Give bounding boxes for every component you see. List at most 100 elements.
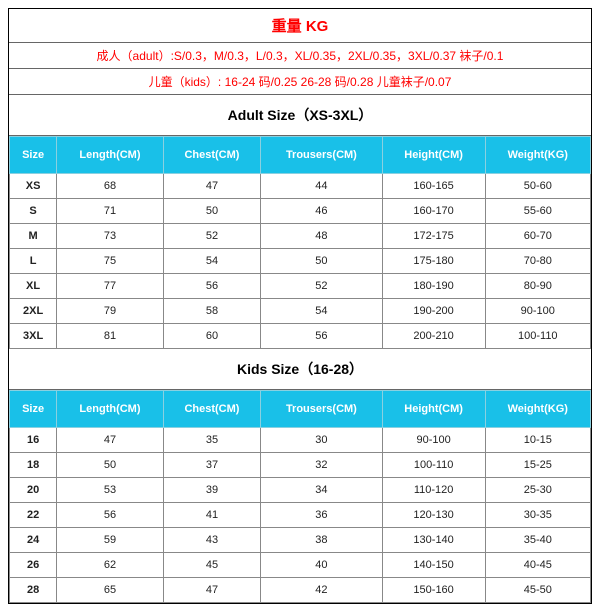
- table-cell: 52: [261, 274, 383, 299]
- table-cell: 56: [261, 324, 383, 349]
- table-cell: 54: [261, 299, 383, 324]
- table-cell: 48: [261, 224, 383, 249]
- table-cell: 190-200: [382, 299, 485, 324]
- adult-section-title: Adult Size（XS-3XL）: [9, 95, 591, 136]
- table-cell: 55-60: [485, 199, 590, 224]
- table-cell: 77: [57, 274, 164, 299]
- table-cell: 42: [261, 578, 383, 603]
- kids-header-row: Size Length(CM) Chest(CM) Trousers(CM) H…: [10, 391, 591, 428]
- col-weight: Weight(KG): [485, 391, 590, 428]
- table-cell: 16: [10, 428, 57, 453]
- table-cell: 50-60: [485, 174, 590, 199]
- table-cell: 47: [163, 578, 260, 603]
- table-cell: 30: [261, 428, 383, 453]
- table-cell: 35-40: [485, 528, 590, 553]
- table-cell: 150-160: [382, 578, 485, 603]
- table-cell: 100-110: [485, 324, 590, 349]
- table-cell: 18: [10, 453, 57, 478]
- table-cell: 50: [57, 453, 164, 478]
- table-cell: XL: [10, 274, 57, 299]
- table-cell: 46: [261, 199, 383, 224]
- table-cell: 110-120: [382, 478, 485, 503]
- table-cell: 43: [163, 528, 260, 553]
- col-trousers: Trousers(CM): [261, 137, 383, 174]
- weight-title: 重量 KG: [9, 9, 591, 43]
- table-cell: 65: [57, 578, 164, 603]
- table-cell: 60: [163, 324, 260, 349]
- table-cell: 28: [10, 578, 57, 603]
- kids-weight-info: 儿童（kids）: 16-24 码/0.25 26-28 码/0.28 儿童袜子…: [9, 69, 591, 95]
- table-cell: 59: [57, 528, 164, 553]
- table-cell: 80-90: [485, 274, 590, 299]
- table-cell: 47: [57, 428, 164, 453]
- table-row: 26624540140-15040-45: [10, 553, 591, 578]
- table-cell: 130-140: [382, 528, 485, 553]
- table-cell: 175-180: [382, 249, 485, 274]
- table-cell: 79: [57, 299, 164, 324]
- table-cell: 53: [57, 478, 164, 503]
- table-cell: 40: [261, 553, 383, 578]
- table-row: 24594338130-14035-40: [10, 528, 591, 553]
- size-chart-container: 重量 KG 成人（adult）:S/0.3，M/0.3，L/0.3，XL/0.3…: [8, 8, 592, 604]
- table-cell: L: [10, 249, 57, 274]
- table-cell: 56: [163, 274, 260, 299]
- table-row: 20533934110-12025-30: [10, 478, 591, 503]
- table-cell: M: [10, 224, 57, 249]
- table-cell: 56: [57, 503, 164, 528]
- table-cell: 36: [261, 503, 383, 528]
- table-cell: 160-170: [382, 199, 485, 224]
- table-cell: 71: [57, 199, 164, 224]
- table-cell: 68: [57, 174, 164, 199]
- table-cell: 2XL: [10, 299, 57, 324]
- table-cell: 35: [163, 428, 260, 453]
- table-cell: 15-25: [485, 453, 590, 478]
- table-cell: 38: [261, 528, 383, 553]
- table-row: 28654742150-16045-50: [10, 578, 591, 603]
- table-cell: 39: [163, 478, 260, 503]
- table-cell: 26: [10, 553, 57, 578]
- table-cell: 34: [261, 478, 383, 503]
- table-cell: 44: [261, 174, 383, 199]
- table-row: 22564136120-13030-35: [10, 503, 591, 528]
- col-length: Length(CM): [57, 137, 164, 174]
- table-cell: 20: [10, 478, 57, 503]
- table-cell: 73: [57, 224, 164, 249]
- table-cell: 62: [57, 553, 164, 578]
- table-cell: 75: [57, 249, 164, 274]
- table-cell: 81: [57, 324, 164, 349]
- table-row: XS684744160-16550-60: [10, 174, 591, 199]
- table-row: 2XL795854190-20090-100: [10, 299, 591, 324]
- table-cell: 10-15: [485, 428, 590, 453]
- table-cell: S: [10, 199, 57, 224]
- table-cell: 52: [163, 224, 260, 249]
- table-cell: 140-150: [382, 553, 485, 578]
- table-cell: 172-175: [382, 224, 485, 249]
- adult-weight-info: 成人（adult）:S/0.3，M/0.3，L/0.3，XL/0.35，2XL/…: [9, 43, 591, 69]
- table-cell: 58: [163, 299, 260, 324]
- col-size: Size: [10, 391, 57, 428]
- table-cell: 200-210: [382, 324, 485, 349]
- table-cell: XS: [10, 174, 57, 199]
- table-cell: 45: [163, 553, 260, 578]
- col-size: Size: [10, 137, 57, 174]
- table-cell: 50: [261, 249, 383, 274]
- table-cell: 90-100: [485, 299, 590, 324]
- table-row: M735248172-17560-70: [10, 224, 591, 249]
- table-cell: 30-35: [485, 503, 590, 528]
- table-row: XL775652180-19080-90: [10, 274, 591, 299]
- table-cell: 47: [163, 174, 260, 199]
- table-cell: 3XL: [10, 324, 57, 349]
- adult-size-table: Size Length(CM) Chest(CM) Trousers(CM) H…: [9, 136, 591, 349]
- table-row: L755450175-18070-80: [10, 249, 591, 274]
- table-cell: 37: [163, 453, 260, 478]
- table-cell: 180-190: [382, 274, 485, 299]
- col-chest: Chest(CM): [163, 137, 260, 174]
- col-weight: Weight(KG): [485, 137, 590, 174]
- table-cell: 45-50: [485, 578, 590, 603]
- table-row: 18503732100-11015-25: [10, 453, 591, 478]
- table-cell: 100-110: [382, 453, 485, 478]
- table-cell: 160-165: [382, 174, 485, 199]
- table-cell: 60-70: [485, 224, 590, 249]
- table-row: S715046160-17055-60: [10, 199, 591, 224]
- table-cell: 32: [261, 453, 383, 478]
